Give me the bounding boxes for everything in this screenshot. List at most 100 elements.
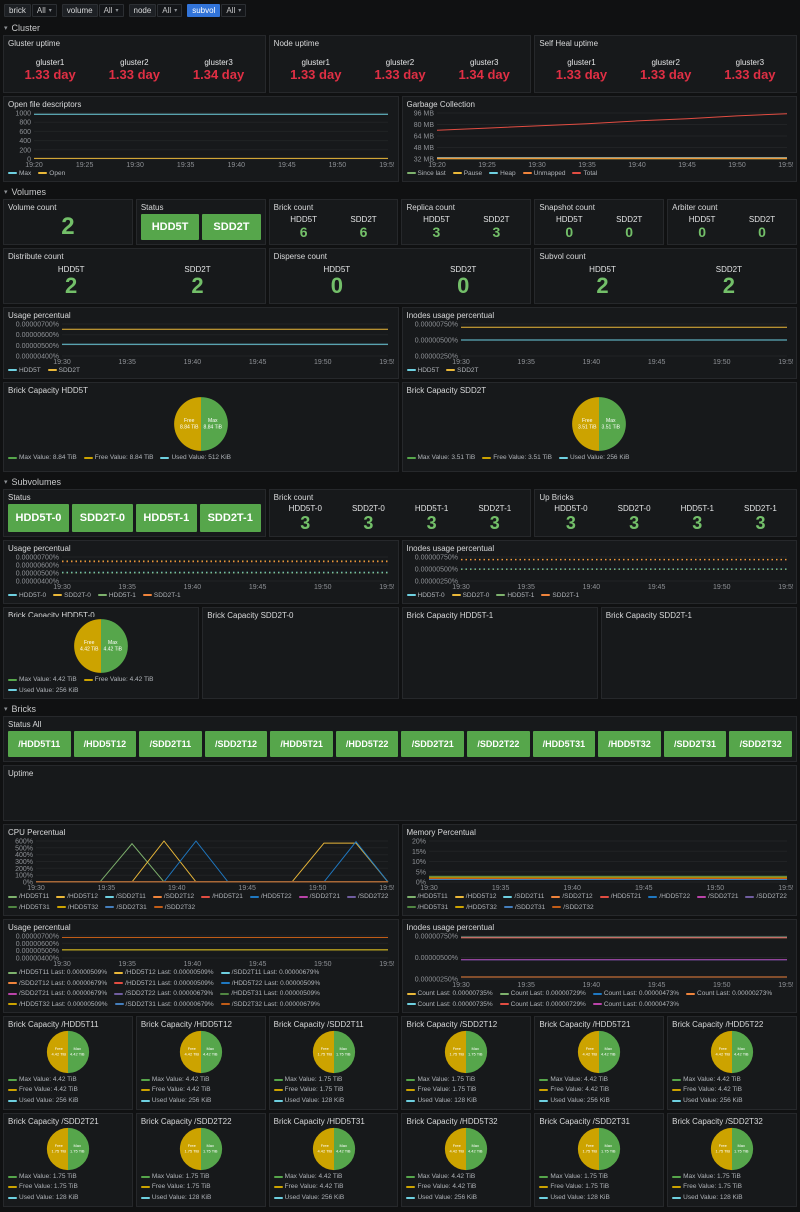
legend-item[interactable]: HDD5T-0	[406, 591, 445, 600]
panel-title[interactable]: Usage percentual	[8, 544, 71, 553]
legend-item[interactable]: Since last	[406, 169, 446, 178]
line-chart[interactable]: 0.00000400% 0.00000500% 0.00000600% 0.00000…	[8, 933, 397, 969]
line-chart[interactable]: 32 MB 48 MB 64 MB 80 MB 96 MB 19:20 19:25 19:30…	[407, 110, 795, 170]
line-chart[interactable]: 0% 5% 10% 15% 20% 19:30 19:35 19:40 19:45 19:50 19…	[407, 838, 795, 893]
legend-item[interactable]: HDD5T-1	[97, 591, 136, 600]
panel-title[interactable]: Brick Capacity SDD2T	[406, 386, 487, 395]
panel-title[interactable]: Brick Capacity HDD5T-1	[406, 611, 494, 620]
legend-item[interactable]: SDD2T-0	[53, 591, 91, 600]
legend-item[interactable]: /HDD5T31	[8, 903, 50, 912]
panel-title[interactable]: Brick Capacity SDD2T-1	[605, 611, 692, 620]
legend-item[interactable]: /HDD5T11	[406, 892, 448, 901]
legend-item[interactable]: /SDD2T31 Last: 0.00000679%	[114, 1000, 214, 1009]
legend-item[interactable]: /SDD2T22	[745, 892, 787, 901]
panel-title[interactable]: Uptime	[8, 769, 34, 778]
row-header-subvolumes[interactable]: ▾ Subvolumes	[3, 475, 797, 489]
row-header-cluster[interactable]: ▾ Cluster	[3, 21, 797, 35]
panel-title[interactable]: Up Bricks	[539, 493, 574, 502]
line-chart[interactable]: 0.00000250% 0.00000500% 0.00000750% 19:30 19…	[407, 321, 795, 367]
variable-value-dropdown[interactable]: All ▾	[98, 4, 124, 17]
panel-title[interactable]: Brick count	[273, 203, 314, 212]
legend-item[interactable]: /SDD2T21	[298, 892, 340, 901]
panel-title[interactable]: Brick Capacity /SDD2T22	[140, 1117, 232, 1126]
line-chart[interactable]: 0% 100% 200% 300% 400% 500% 600% 19:30 19:35 19:4…	[8, 838, 397, 893]
panel-title[interactable]: Memory Percentual	[406, 828, 476, 837]
panel-title[interactable]: Usage percentual	[8, 311, 71, 320]
legend-item[interactable]: /HDD5T22	[249, 892, 292, 901]
legend-item[interactable]: /HDD5T22 Last: 0.00000509%	[220, 979, 320, 988]
legend-item[interactable]: Count Last: 0.00000473%	[592, 989, 679, 998]
panel-title[interactable]: Usage percentual	[8, 923, 71, 932]
panel-title[interactable]: Status	[140, 203, 164, 212]
legend-item[interactable]: HDD5T-1	[496, 591, 534, 600]
legend-item[interactable]: /HDD5T21	[201, 892, 243, 901]
legend-item[interactable]: Open	[38, 169, 65, 178]
panel-title[interactable]: Brick Capacity /SDD2T31	[539, 1117, 631, 1126]
panel-title[interactable]: Brick Capacity /HDD5T22	[672, 1020, 764, 1029]
legend-item[interactable]: /SDD2T12	[152, 892, 194, 901]
legend-item[interactable]: Unmapped	[522, 169, 565, 178]
line-chart[interactable]: 0.00000400% 0.00000500% 0.00000600% 0.00000…	[8, 321, 397, 367]
panel-title[interactable]: Brick Capacity /HDD5T11	[8, 1020, 99, 1029]
legend-item[interactable]: SDD2T	[446, 366, 478, 375]
variable-value-dropdown[interactable]: All ▾	[157, 4, 183, 17]
panel-title[interactable]: Brick Capacity /HDD5T31	[273, 1117, 365, 1126]
legend-item[interactable]: Count Last: 0.00000735%	[406, 989, 493, 998]
legend-item[interactable]: /SDD2T12 Last: 0.00000679%	[8, 979, 107, 988]
panel-title[interactable]: Disperse count	[273, 252, 328, 261]
legend-item[interactable]: /SDD2T21	[697, 892, 738, 901]
legend-item[interactable]: /HDD5T32	[455, 903, 497, 912]
line-chart[interactable]: 0.00000250% 0.00000500% 0.00000750% 19:30 19…	[407, 554, 795, 592]
legend-item[interactable]: Count Last: 0.00000273%	[686, 989, 772, 998]
panel-title[interactable]: Inodes usage percentual	[406, 544, 495, 553]
variable-value-dropdown[interactable]: All ▾	[31, 4, 57, 17]
legend-item[interactable]: /HDD5T11	[8, 892, 49, 901]
legend-item[interactable]: /HDD5T22	[648, 892, 690, 901]
legend-item[interactable]: Pause	[452, 169, 482, 178]
legend-item[interactable]: SDD2T-0	[451, 591, 489, 600]
legend-item[interactable]: /HDD5T12	[454, 892, 496, 901]
legend-item[interactable]: Count Last: 0.00000729%	[499, 1000, 586, 1009]
panel-title[interactable]: Self Heal uptime	[539, 39, 599, 48]
legend-item[interactable]: SDD2T	[47, 366, 80, 375]
panel-title[interactable]: Inodes usage percentual	[406, 311, 495, 320]
legend-item[interactable]: /SDD2T11	[104, 892, 146, 901]
legend-item[interactable]: /SDD2T12	[551, 892, 593, 901]
panel-title[interactable]: Status	[8, 493, 31, 502]
panel-title[interactable]: Brick Capacity /SDD2T11	[273, 1020, 364, 1029]
panel-title[interactable]: Brick Capacity /HDD5T12	[140, 1020, 232, 1029]
legend-item[interactable]: /HDD5T21 Last: 0.00000509%	[114, 979, 214, 988]
legend-item[interactable]: /SDD2T11	[503, 892, 544, 901]
legend-item[interactable]: Total	[572, 169, 597, 178]
legend-item[interactable]: /SDD2T22	[346, 892, 388, 901]
row-header-volumes[interactable]: ▾ Volumes	[3, 185, 797, 199]
panel-title[interactable]: Brick Capacity HDD5T	[8, 386, 89, 395]
panel-title[interactable]: Node uptime	[273, 39, 320, 48]
legend-item[interactable]: Count Last: 0.00000729%	[499, 989, 586, 998]
panel-title[interactable]: Snapshot count	[539, 203, 595, 212]
legend-item[interactable]: /HDD5T12 Last: 0.00000509%	[114, 968, 214, 977]
panel-title[interactable]: Replica count	[406, 203, 455, 212]
legend-item[interactable]: SDD2T-1	[142, 591, 181, 600]
legend-item[interactable]: /SDD2T22 Last: 0.00000679%	[114, 989, 213, 998]
panel-title[interactable]: Brick Capacity /SDD2T12	[406, 1020, 498, 1029]
legend-item[interactable]: /SDD2T21 Last: 0.00000679%	[8, 989, 107, 998]
panel-title[interactable]: Gluster uptime	[8, 39, 61, 48]
legend-item[interactable]: /HDD5T32 Last: 0.00000509%	[8, 1000, 108, 1009]
panel-title[interactable]: Brick Capacity /HDD5T32	[406, 1117, 498, 1126]
panel-title[interactable]: Inodes usage percentual	[406, 923, 495, 932]
panel-title[interactable]: Brick Capacity HDD5T-0	[8, 611, 95, 618]
legend-item[interactable]: /HDD5T31 Last: 0.00000509%	[220, 989, 320, 998]
panel-title[interactable]: CPU Percentual	[8, 828, 66, 837]
panel-title[interactable]: Brick count	[273, 493, 314, 502]
line-chart[interactable]: 0.00000400% 0.00000500% 0.00000600% 0.00000…	[8, 554, 397, 592]
legend-item[interactable]: /SDD2T31	[105, 903, 147, 912]
legend-item[interactable]: Count Last: 0.00000735%	[406, 1000, 493, 1009]
legend-item[interactable]: HDD5T	[8, 366, 41, 375]
line-chart[interactable]: 0.00000250% 0.00000500% 0.00000750% 19:30 19…	[407, 933, 795, 990]
legend-item[interactable]: /HDD5T21	[599, 892, 641, 901]
panel-title[interactable]: Garbage Collection	[406, 100, 475, 109]
panel-title[interactable]: Brick Capacity /SDD2T21	[8, 1117, 99, 1126]
legend-item[interactable]: HDD5T-0	[8, 591, 46, 600]
legend-item[interactable]: /SDD2T11 Last: 0.00000679%	[220, 968, 319, 977]
